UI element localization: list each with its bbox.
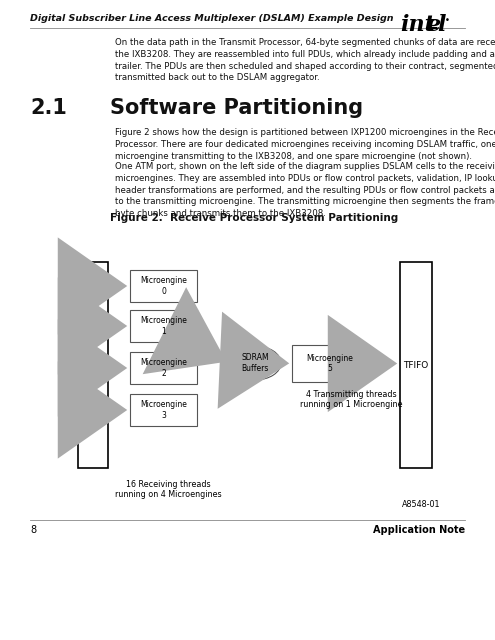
Text: Microengine
2: Microengine 2	[140, 358, 187, 378]
Text: A8548-01: A8548-01	[401, 500, 440, 509]
Bar	[130, 394, 197, 426]
Text: 16 Receiving threads
running on 4 Microengines: 16 Receiving threads running on 4 Microe…	[115, 480, 222, 499]
Text: Software Partitioning: Software Partitioning	[110, 98, 363, 118]
Text: int: int	[400, 14, 435, 36]
Bar	[292, 345, 368, 382]
Text: Microengine
3: Microengine 3	[140, 400, 187, 420]
Text: 2.1: 2.1	[30, 98, 67, 118]
Text: 8: 8	[30, 525, 36, 535]
Text: Microengine
0: Microengine 0	[140, 276, 187, 296]
Text: Digital Subscriber Line Access Multiplexer (DSLAM) Example Design: Digital Subscriber Line Access Multiplex…	[30, 14, 394, 23]
Text: l: l	[437, 14, 446, 36]
Text: One ATM port, shown on the left side of the diagram supplies DSLAM cells to the : One ATM port, shown on the left side of …	[115, 162, 495, 218]
Bar	[130, 352, 197, 384]
Text: Application Note: Application Note	[373, 525, 465, 535]
Text: RFIFO: RFIFO	[80, 360, 106, 369]
Bar	[400, 262, 432, 468]
Ellipse shape	[229, 346, 281, 380]
Text: Microengine
5: Microengine 5	[306, 354, 353, 373]
Text: Microengine
1: Microengine 1	[140, 316, 187, 336]
Text: .: .	[445, 10, 450, 24]
Text: Figure 2 shows how the design is partitioned between IXP1200 microengines in the: Figure 2 shows how the design is partiti…	[115, 128, 495, 161]
Text: TFIFO: TFIFO	[403, 360, 429, 369]
Text: SDRAM
Buffers: SDRAM Buffers	[241, 353, 269, 372]
Text: e: e	[426, 14, 440, 36]
Bar	[130, 310, 197, 342]
Text: Figure 2.  Receive Processor System Partitioning: Figure 2. Receive Processor System Parti…	[110, 213, 398, 223]
Text: 4 Transmitting threads
running on 1 Microengine: 4 Transmitting threads running on 1 Micr…	[300, 390, 402, 410]
Bar	[78, 262, 108, 468]
Bar	[130, 270, 197, 302]
Text: On the data path in the Transmit Processor, 64-byte segmented chunks of data are: On the data path in the Transmit Process…	[115, 38, 495, 83]
